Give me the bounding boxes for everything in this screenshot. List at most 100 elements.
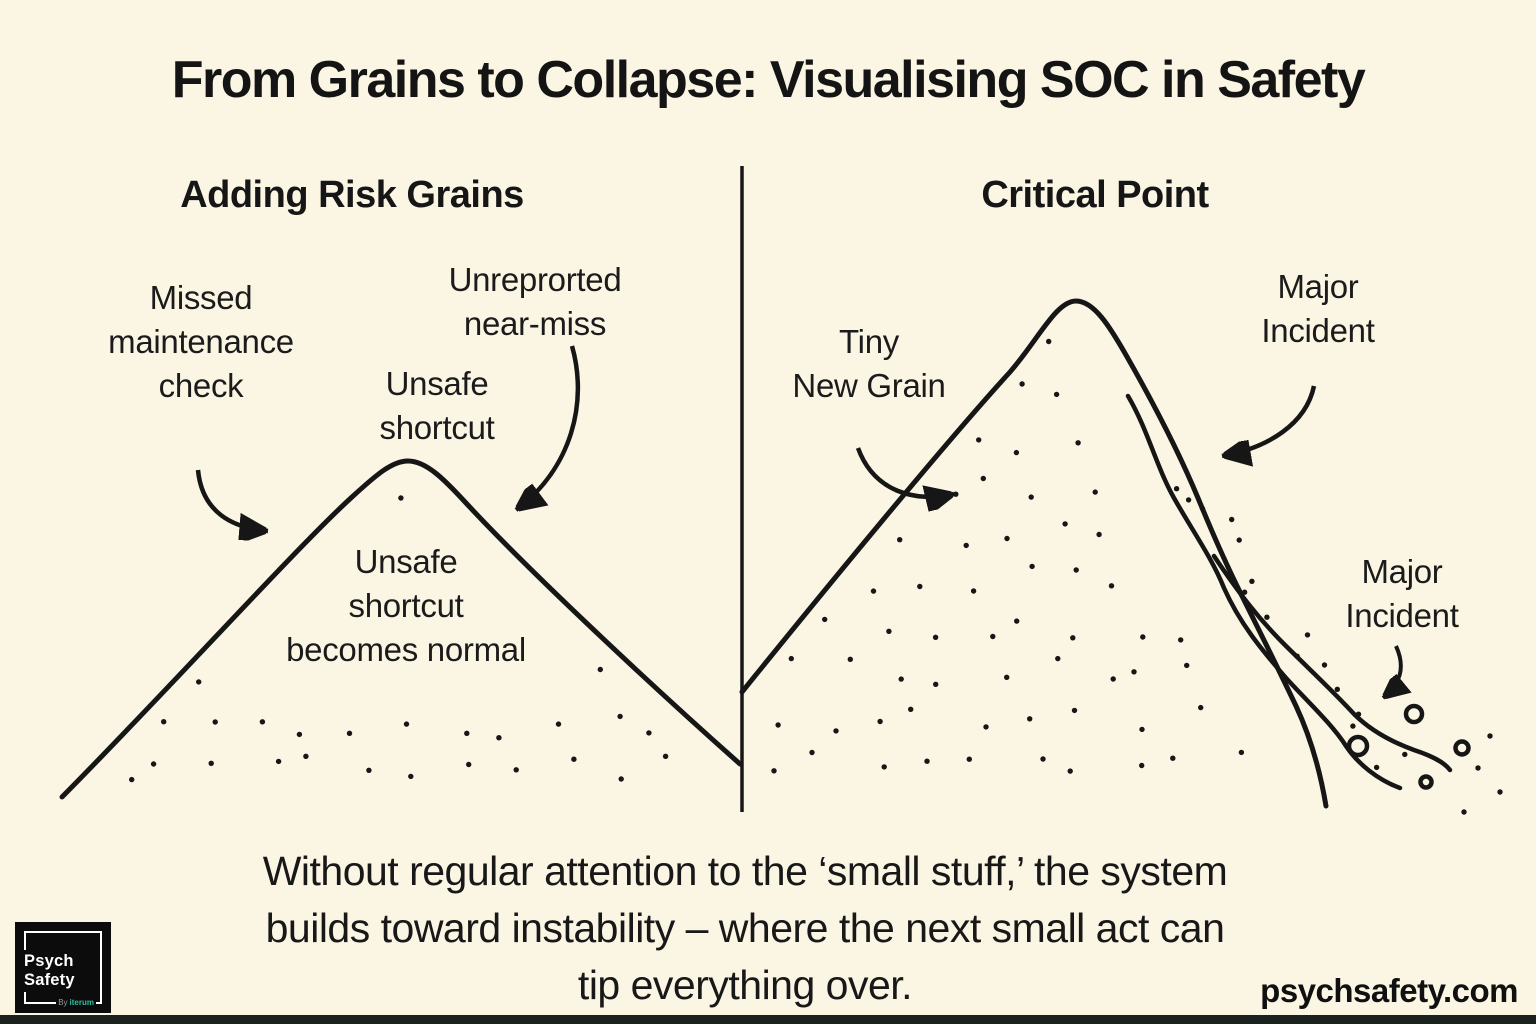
sand-grain-dots	[129, 338, 1503, 815]
logo-byline: By iterum	[56, 998, 96, 1007]
label-missed-maintenance-check: Missed maintenance check	[66, 276, 336, 408]
sand-grain-dot	[464, 730, 470, 736]
sand-grain-dot	[1062, 521, 1068, 527]
label-line: Unreprorted	[448, 261, 622, 298]
sand-grain-dot	[366, 767, 372, 773]
sand-grain-dot	[259, 719, 266, 725]
sand-grain-dot	[346, 730, 353, 736]
rolling-grain-circle	[1418, 774, 1434, 790]
logo-word-psych: Psych	[24, 952, 74, 970]
sand-grain-dot	[161, 719, 167, 725]
sand-grain-dot	[1173, 486, 1180, 492]
sand-grain-dot	[1110, 676, 1116, 682]
logo-wordmark: Psych Safety	[22, 950, 79, 992]
sand-grain-dot	[1096, 531, 1102, 538]
label-line: Unsafe	[354, 543, 458, 580]
sand-grain-dot	[933, 681, 939, 687]
sand-grain-dot	[275, 758, 282, 765]
sand-grain-dot	[963, 542, 969, 549]
sand-grain-dot	[303, 753, 309, 759]
sand-grain-dot	[953, 491, 959, 497]
sand-grain-dot	[466, 761, 472, 768]
sand-grain-dot	[1497, 789, 1503, 795]
sand-grain-dot	[212, 719, 218, 725]
label-unsafe-shortcut-becomes-normal: Unsafe shortcut becomes normal	[246, 540, 566, 672]
sand-grain-dot	[1055, 655, 1061, 662]
avalanche-line-outer	[1211, 553, 1453, 773]
sand-grain-dot	[1402, 751, 1408, 758]
sand-grain-dot	[976, 437, 982, 443]
rolling-grain-circle	[1403, 703, 1425, 725]
sand-grain-dot	[833, 728, 839, 734]
sand-grain-dot	[809, 749, 815, 756]
sand-grain-dot	[1241, 589, 1248, 595]
sand-grain-dot	[1461, 809, 1467, 815]
sand-grain-dot	[403, 721, 410, 727]
sand-grain-dot	[1304, 632, 1311, 638]
sand-grain-dot	[877, 718, 883, 725]
left-pile-outline	[59, 458, 743, 800]
right-panel-header: Critical Point	[981, 174, 1209, 216]
sand-grain-dot	[129, 776, 135, 783]
label-line: Incident	[1261, 312, 1375, 349]
sand-grain-dot	[1355, 711, 1362, 717]
sand-grain-dot	[1264, 614, 1270, 620]
caption-line: Without regular attention to the ‘small …	[262, 848, 1228, 894]
logo-byline-brand: iterum	[69, 998, 94, 1007]
sand-grain-dot	[662, 753, 669, 759]
sand-grain-dot	[1092, 489, 1098, 495]
sand-grain-dot	[1014, 618, 1020, 624]
sand-grain-dot	[886, 628, 892, 634]
label-unsafe-shortcut: Unsafe shortcut	[322, 362, 552, 450]
sand-grain-dot	[496, 735, 502, 741]
sand-grain-dot	[1140, 634, 1146, 640]
label-line: maintenance	[108, 323, 294, 360]
bottom-bar	[0, 1015, 1536, 1024]
label-line: check	[158, 367, 244, 404]
sand-grain-dot	[1040, 756, 1046, 762]
sand-grain-dot	[1199, 505, 1206, 512]
sand-grain-dot	[1229, 516, 1235, 523]
sand-grain-dot	[1184, 662, 1190, 669]
sand-grain-dot	[897, 537, 903, 543]
label-line: shortcut	[348, 587, 464, 624]
sand-grain-dot	[1249, 578, 1255, 584]
rolling-grain-circles	[1346, 703, 1471, 790]
sand-grain-dot	[1475, 765, 1481, 771]
label-tiny-new-grain: Tiny New Grain	[744, 320, 994, 408]
sand-grain-dot	[1013, 449, 1020, 456]
sand-grain-dot	[1334, 686, 1341, 692]
label-line: near-miss	[463, 305, 607, 342]
label-unreported-near-miss: Unreprorted near-miss	[400, 258, 670, 346]
sand-grain-dot	[1046, 338, 1052, 345]
sand-grain-dot	[983, 724, 989, 730]
avalanche-line-inner	[1125, 393, 1403, 791]
sand-grain-dot	[646, 730, 652, 736]
sand-grain-dot	[822, 616, 828, 623]
rolling-grain-circle	[1346, 734, 1370, 758]
sand-grain-dot	[555, 721, 562, 727]
logo-word-safety: Safety	[24, 971, 75, 989]
sand-grain-dot	[1321, 662, 1328, 668]
arrow-major-incident-top	[1221, 385, 1317, 456]
website-url: psychsafety.com	[1260, 972, 1518, 1009]
sand-grain-dot	[870, 588, 877, 594]
sand-grain-dot	[908, 706, 914, 712]
sand-grain-dot	[513, 767, 519, 773]
sand-grain-dot	[1075, 440, 1081, 446]
sand-grain-dot	[1139, 726, 1145, 733]
label-line: shortcut	[379, 409, 495, 446]
sand-grain-dot	[775, 722, 781, 728]
label-line: New Grain	[792, 367, 946, 404]
sand-grain-dot	[618, 776, 624, 782]
sand-grain-dot	[296, 731, 303, 738]
sand-grain-dot	[1070, 635, 1076, 641]
arrow-missed-maintenance	[195, 469, 269, 531]
label-line: Major	[1361, 553, 1443, 590]
sand-grain-dot	[1236, 537, 1242, 543]
sand-grain-dot	[1028, 494, 1034, 500]
sand-grain-dot	[1067, 768, 1073, 774]
arrow-unreported-near-miss	[516, 345, 581, 510]
page-title: From Grains to Collapse: Visualising SOC…	[171, 51, 1366, 109]
